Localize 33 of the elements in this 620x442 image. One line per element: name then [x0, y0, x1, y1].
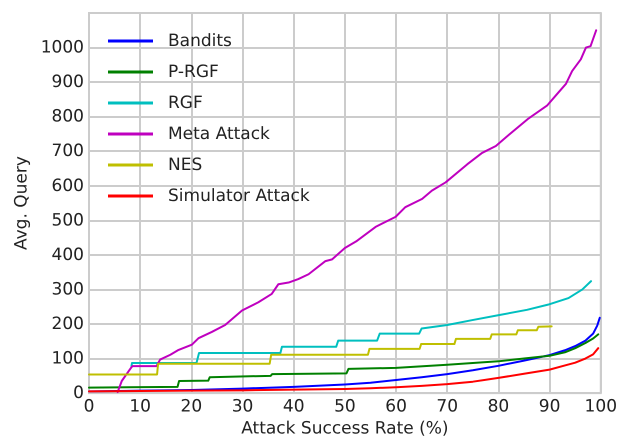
legend-label: RGF: [168, 93, 203, 113]
x-tick-label: 80: [488, 396, 510, 417]
line-series: [88, 333, 600, 389]
line-series: [88, 325, 553, 376]
line-series: [130, 280, 592, 368]
y-tick-label: 400: [52, 244, 84, 265]
y-tick-label: 800: [52, 106, 84, 127]
x-tick-label: 30: [232, 396, 254, 417]
y-tick-label: 200: [52, 314, 84, 334]
y-tick-label: 500: [52, 210, 84, 230]
y-axis-title: Avg. Query: [11, 156, 32, 250]
y-tick-label: 600: [52, 176, 84, 196]
x-tick-label: 100: [584, 396, 618, 417]
x-tick-label: 40: [282, 396, 305, 417]
x-axis-title: Attack Success Rate (%): [241, 418, 449, 438]
y-tick-label: 0: [73, 383, 84, 404]
y-tick-label: 700: [52, 141, 84, 162]
y-tick-label: 1000: [40, 38, 84, 58]
y-tick-label: 100: [52, 348, 84, 369]
line-series: [116, 29, 598, 394]
legend-label: Meta Attack: [168, 124, 270, 144]
x-tick-label: 10: [129, 396, 151, 417]
y-tick-label: 900: [52, 72, 84, 92]
x-tick-label: 50: [334, 396, 356, 417]
legend-label: P-RGF: [168, 62, 219, 82]
legend-label: Bandits: [168, 31, 232, 51]
y-tick-label: 300: [52, 279, 84, 300]
x-tick-label: 70: [436, 396, 458, 417]
x-tick-label: 60: [385, 396, 407, 417]
legend-label: NES: [168, 155, 202, 175]
x-tick-label: 90: [538, 396, 560, 417]
x-tick-label: 20: [180, 396, 202, 417]
legend-label: Simulator Attack: [168, 186, 310, 206]
